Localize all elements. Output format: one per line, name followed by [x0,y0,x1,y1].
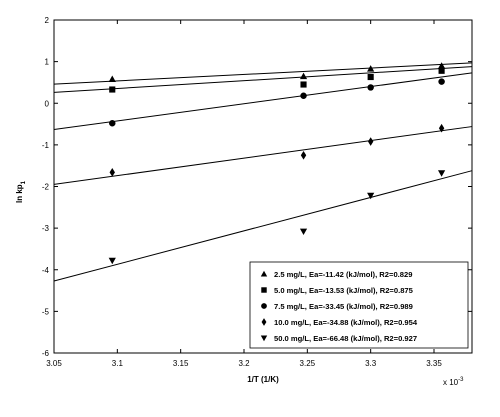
data-point-series-3 [109,119,116,127]
fit-lines [53,62,473,282]
data-points [108,62,446,265]
x-tick-label: 3.15 [173,359,189,368]
data-point-series-5 [299,228,308,236]
y-tick-label: -4 [42,266,50,275]
y-tick-label: -6 [42,349,50,358]
y-tick-label: 2 [45,16,50,25]
x-multiplier-exponent: -3 [458,377,464,383]
x-tick-label: 3.25 [300,359,316,368]
fit-line-series-3 [53,72,473,130]
legend-marker-2 [261,287,267,293]
data-point-series-4 [367,137,374,146]
data-point-series-4 [438,123,445,133]
legend-marker-3 [261,303,267,309]
y-axis-title-subscript: 1 [21,180,27,184]
legend-entry-3: 7.5 mg/L, Ea=-33.45 (kJ/mol), R2=0.989 [274,302,413,311]
y-axis-title-main: ln kp [15,184,24,203]
fit-line-series-4 [53,126,473,185]
legend-marker-5 [260,335,268,342]
legend-entry-5: 50.0 mg/L, Ea=-66.48 (kJ/mol), R2=0.927 [274,334,417,343]
x-tick-label: 3.05 [46,359,62,368]
data-point-series-5 [367,192,375,200]
y-tick-label: -5 [42,307,50,316]
x-tick-label: 3.2 [238,359,250,368]
data-point-series-2 [109,86,116,93]
fit-line-series-1 [53,62,473,85]
data-point-series-4 [300,150,307,160]
y-tick-label: 1 [45,58,50,67]
data-point-series-1 [299,72,308,80]
data-point-series-1 [367,65,375,72]
data-point-series-2 [300,81,307,88]
y-tick-label: -3 [42,224,50,233]
x-tick-label: 3.1 [112,359,124,368]
data-point-series-3 [300,92,307,99]
y-axis-title: ln kp1 [15,180,27,203]
data-point-series-3 [367,84,374,91]
data-point-series-5 [438,170,446,177]
x-axis-title: 1/T (1/K) [247,375,279,384]
data-point-series-1 [438,62,446,69]
legend-entry-1: 2.5 mg/L, Ea=-11.42 (kJ/mol), R2=0.829 [274,270,412,279]
legend-entry-4: 10.0 mg/L, Ea=-34.88 (kJ/mol), R2=0.954 [274,318,418,327]
axis-ticks: 3.05 3.1 3.15 3.2 3.25 3.3 3.35 -6 -5 -4 -3 -2 -1 0 1 2 [42,16,472,368]
fit-line-series-5 [53,170,473,282]
legend-markers [260,270,268,342]
legend-marker-4 [261,318,267,326]
x-tick-label: 3.35 [426,359,442,368]
legend: 2.5 mg/L, Ea=-11.42 (kJ/mol), R2=0.829 5… [249,261,469,349]
legend-marker-1 [260,270,268,277]
data-point-series-3 [438,78,445,85]
data-point-series-4 [109,168,115,177]
data-point-series-2 [367,73,374,81]
x-tick-label: 3.3 [365,359,377,368]
legend-entry-2: 5.0 mg/L, Ea=-13.53 (kJ/mol), R2=0.875 [274,286,414,295]
x-multiplier-base: x 10 [443,378,459,387]
data-point-series-5 [108,257,116,265]
y-tick-label: -2 [42,183,50,192]
legend-box [249,261,469,349]
x-axis-multiplier: x 10-3 [443,377,464,387]
data-point-series-2 [438,67,445,74]
y-tick-label: -1 [42,141,50,150]
fit-line-series-2 [53,66,473,93]
data-point-series-1 [108,75,116,82]
y-tick-label: 0 [45,99,50,108]
